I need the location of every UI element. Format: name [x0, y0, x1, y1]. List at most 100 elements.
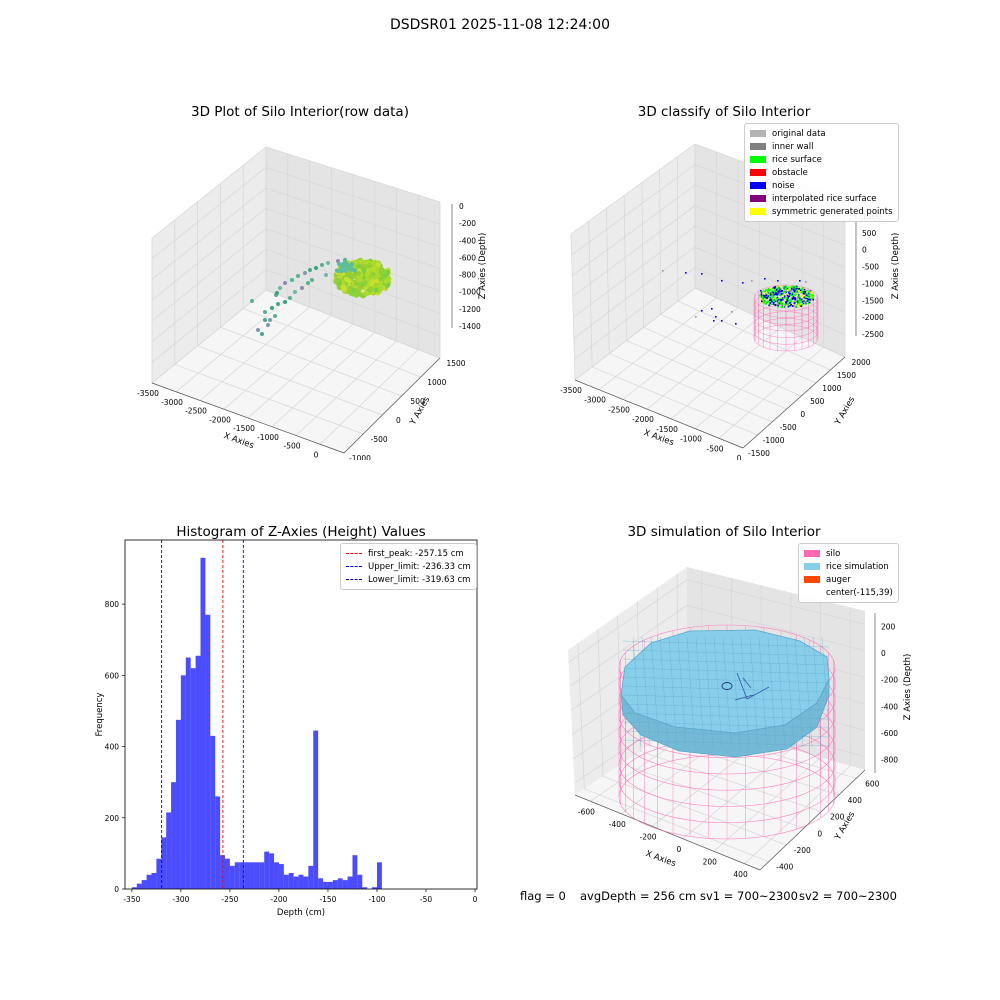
cls-point	[783, 290, 785, 293]
cls-point	[766, 291, 768, 294]
cls-point	[762, 297, 765, 300]
cls-noise-point	[721, 280, 723, 282]
raw-point	[363, 290, 370, 296]
cls-point	[795, 285, 798, 288]
cls-point	[796, 306, 798, 308]
sim-rice-mesh	[622, 667, 830, 675]
legend-swatch	[804, 589, 820, 596]
histogram-bar	[362, 887, 368, 889]
cls-point	[785, 301, 787, 304]
cls-point	[800, 305, 802, 307]
cls-point	[764, 290, 766, 293]
histogram-bar	[283, 874, 289, 889]
raw-point	[343, 276, 350, 282]
cls-point	[761, 297, 764, 299]
sim-ztick-label: -800	[881, 756, 898, 765]
histogram-bar	[342, 880, 348, 889]
cls-grid-z	[572, 205, 846, 297]
sim-rice-mesh	[622, 703, 830, 711]
cls-point	[785, 286, 787, 289]
sim-ztick-label: 200	[881, 622, 896, 631]
sim-rice-mesh	[668, 636, 678, 748]
cls-point	[770, 303, 773, 306]
sv2-text: sv2 = 700~2300	[799, 889, 897, 903]
raw-point	[349, 263, 354, 268]
cls-noise-point	[662, 270, 664, 272]
cls-point	[789, 292, 792, 295]
sim-pane-floor	[575, 720, 865, 870]
cls-point	[803, 301, 805, 304]
legend-item: obstacle	[750, 166, 893, 179]
cls-point	[764, 300, 767, 303]
cls-ytick-label: -500	[780, 423, 797, 432]
sim-auger-line	[742, 677, 752, 689]
sim-rice-mesh	[622, 649, 830, 657]
cls-grid-z	[573, 225, 846, 318]
cls-point	[768, 304, 770, 307]
sim-rice-mesh	[722, 636, 732, 748]
cls-point	[773, 289, 775, 291]
histogram-bar	[210, 735, 216, 889]
cls-point	[788, 290, 791, 292]
legend-label: original data	[772, 128, 826, 139]
cls-point	[795, 286, 797, 289]
cls-point	[790, 287, 793, 290]
cls-point	[773, 299, 776, 301]
cls-ztick-label: -500	[862, 263, 879, 272]
cls-point	[775, 291, 777, 294]
cls-noise-point	[711, 308, 713, 310]
legend-item: rice simulation	[804, 560, 893, 573]
sim-grid-z	[569, 604, 866, 687]
cls-point	[811, 295, 814, 298]
histogram-xtick-label: -300	[172, 895, 189, 904]
cls-xtick-label: 0	[737, 454, 742, 460]
cls-point	[765, 302, 768, 305]
cls-xtick-label: -3500	[560, 386, 582, 395]
sim-rice-mesh	[749, 636, 759, 748]
cls-zlabel: Z Axies (Depth)	[891, 233, 901, 300]
cls-pane-left	[571, 144, 695, 380]
legend-item: auger	[804, 573, 893, 586]
raw-ztick-label: 0	[459, 202, 464, 211]
cls-point	[804, 293, 807, 296]
histogram-xtick-label: -200	[270, 895, 287, 904]
cls-point	[776, 300, 779, 303]
raw-xtick-label: -500	[283, 442, 300, 451]
histogram-ytick-label: 400	[105, 743, 120, 752]
cls-point	[787, 290, 789, 292]
cls-point	[787, 302, 789, 305]
raw-point	[356, 291, 362, 297]
raw-pane-left	[152, 147, 266, 383]
sim-rice-mesh	[622, 640, 830, 648]
sim-grid-z	[568, 579, 866, 663]
simulation-legend: silo rice simulation auger center(-115,39)	[798, 543, 899, 603]
raw-point	[355, 275, 361, 281]
cls-point	[766, 301, 768, 304]
cls-point	[805, 303, 807, 305]
raw-ytick-label: 1500	[446, 359, 465, 368]
cls-point	[780, 296, 783, 298]
histogram-bar	[166, 812, 172, 889]
cls-point	[790, 299, 792, 302]
cls-point	[768, 297, 771, 299]
cls-point	[787, 289, 789, 291]
cls-point	[765, 289, 767, 292]
histogram-bar	[264, 851, 270, 889]
cls-point	[794, 298, 797, 301]
cls-ztick-label: 0	[862, 246, 867, 255]
legend-label: rice simulation	[826, 561, 889, 572]
histogram-bar	[313, 730, 319, 889]
cls-point	[761, 300, 763, 303]
cls-point	[768, 300, 770, 302]
classify-legend: original data inner wall rice surface obsta…	[744, 123, 899, 222]
cls-point	[796, 300, 798, 302]
cls-point	[798, 302, 800, 305]
histogram-xtick-label: -350	[123, 895, 140, 904]
cls-point	[785, 300, 788, 303]
cls-point	[780, 290, 782, 293]
sim-ztick-label: -600	[881, 729, 898, 738]
cls-point	[774, 297, 777, 300]
cls-point	[774, 294, 777, 297]
cls-point	[782, 297, 785, 300]
cls-point	[766, 297, 768, 300]
